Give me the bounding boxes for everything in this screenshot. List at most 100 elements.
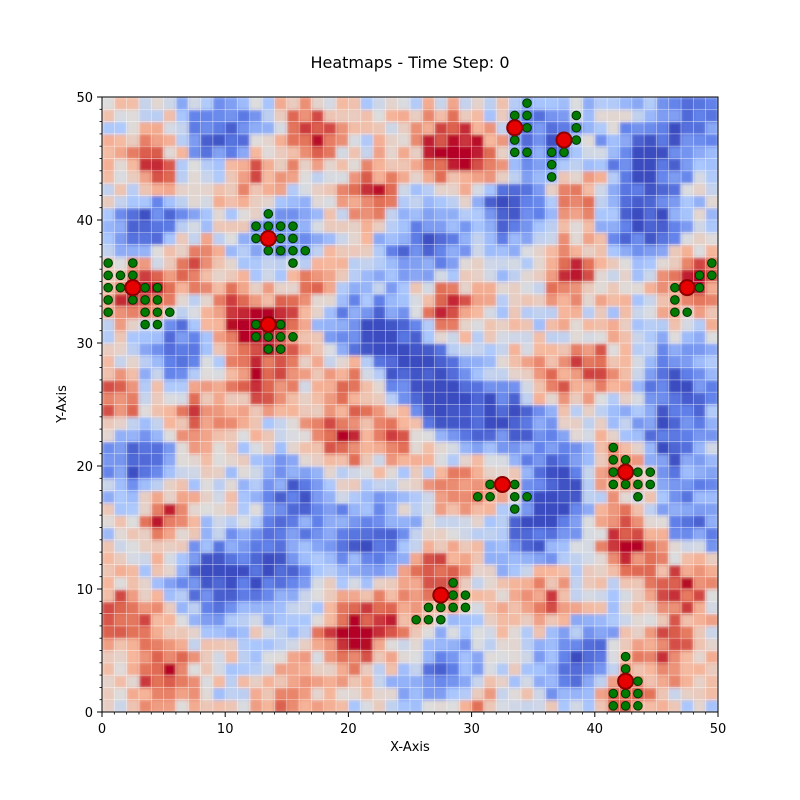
heatmap-cell <box>262 564 276 578</box>
heatmap-cell <box>557 441 571 455</box>
heatmap-cell <box>200 613 214 627</box>
heatmap-cell <box>225 318 239 332</box>
heatmap-cell <box>311 539 325 553</box>
heatmap-cell <box>483 675 497 688</box>
heatmap-cell <box>434 195 448 209</box>
heatmap-cell <box>594 502 608 516</box>
heatmap-cell <box>582 625 596 639</box>
heatmap-cell <box>533 416 547 430</box>
heatmap-cell <box>336 293 349 307</box>
heatmap-cell <box>336 490 349 504</box>
heatmap-cell <box>545 379 559 393</box>
heatmap-cell <box>508 158 522 172</box>
heatmap-cell <box>348 601 362 615</box>
heatmap-cell <box>533 601 547 615</box>
trail-point <box>152 282 163 293</box>
heatmap-cell <box>594 133 608 147</box>
heatmap-cell <box>348 318 362 332</box>
heatmap-cell <box>348 687 362 701</box>
heatmap-cell <box>545 109 559 123</box>
trail-point <box>559 147 569 158</box>
heatmap-cell <box>262 441 276 455</box>
heatmap-cell <box>200 699 214 712</box>
heatmap-cell <box>237 527 251 541</box>
heatmap-cell <box>249 675 263 688</box>
heatmap-cell <box>262 281 276 295</box>
heatmap-cell <box>446 441 460 455</box>
heatmap-cell <box>496 146 510 160</box>
heatmap-cell <box>520 601 534 615</box>
heatmap-cell <box>693 552 707 565</box>
heatmap-cell <box>619 330 633 344</box>
heatmap-cell <box>693 441 707 455</box>
heatmap-cell <box>336 269 349 283</box>
heatmap-cell <box>336 318 349 332</box>
heatmap-cell <box>459 343 473 356</box>
heatmap-cell <box>533 515 547 529</box>
heatmap-cell <box>336 367 349 381</box>
heatmap-cell <box>138 232 152 246</box>
heatmap-cell <box>434 416 448 430</box>
heatmap-cell <box>508 281 522 295</box>
heatmap-cell <box>212 589 226 602</box>
heatmap-cell <box>459 293 473 307</box>
heatmap-cell <box>360 207 374 221</box>
heatmap-cell <box>200 281 214 295</box>
heatmap-cell <box>397 232 411 246</box>
heatmap-cell <box>410 146 423 160</box>
heatmap-cell <box>570 158 584 172</box>
heatmap-cell <box>126 379 140 393</box>
heatmap-cell <box>557 576 571 590</box>
heatmap-cell <box>508 429 522 442</box>
heatmap-cell <box>619 613 633 627</box>
heatmap-cell <box>631 416 645 430</box>
heatmap-cell <box>163 650 177 664</box>
heatmap-cell <box>274 207 288 221</box>
trail-point <box>522 122 532 133</box>
heatmap-cell <box>200 527 214 541</box>
heatmap-cell <box>188 662 202 676</box>
heatmap-cell <box>360 379 374 393</box>
heatmap-cell <box>656 170 670 184</box>
heatmap-cell <box>607 97 621 110</box>
heatmap-cell <box>397 330 411 344</box>
heatmap-cell <box>373 625 386 639</box>
heatmap-cell <box>126 539 140 553</box>
heatmap-cell <box>594 662 608 676</box>
heatmap-cell <box>459 97 473 110</box>
heatmap-cell <box>336 589 349 602</box>
heatmap-cell <box>459 207 473 221</box>
heatmap-cell <box>557 502 571 516</box>
heatmap-cell <box>557 232 571 246</box>
heatmap-cell <box>681 502 694 516</box>
heatmap-cell <box>631 539 645 553</box>
heatmap-cell <box>545 662 559 676</box>
heatmap-cell <box>212 687 226 701</box>
heatmap-cell <box>533 625 547 639</box>
heatmap-cell <box>446 687 460 701</box>
trail-point <box>103 282 113 293</box>
heatmap-cell <box>619 367 633 381</box>
heatmap-cell <box>249 638 263 652</box>
heatmap-cell <box>607 613 621 627</box>
heatmap-cell <box>323 466 337 479</box>
heatmap-cell <box>459 441 473 455</box>
heatmap-cell <box>212 158 226 172</box>
heatmap-cell <box>644 195 657 209</box>
heatmap-cell <box>175 367 189 381</box>
heatmap-cell <box>410 576 423 590</box>
heatmap-cell <box>274 367 288 381</box>
heatmap-cell <box>570 478 584 492</box>
heatmap-cell <box>225 515 239 529</box>
heatmap-cell <box>446 466 460 479</box>
heatmap-cell <box>471 453 485 467</box>
heatmap-cell <box>373 453 386 467</box>
heatmap-cell <box>360 552 374 565</box>
heatmap-cell <box>410 293 423 307</box>
heatmap-cell <box>644 379 657 393</box>
heatmap-cell <box>557 662 571 676</box>
heatmap-cell <box>311 343 325 356</box>
heatmap-cell <box>299 121 313 135</box>
heatmap-cell <box>200 539 214 553</box>
heatmap-cell <box>249 379 263 393</box>
